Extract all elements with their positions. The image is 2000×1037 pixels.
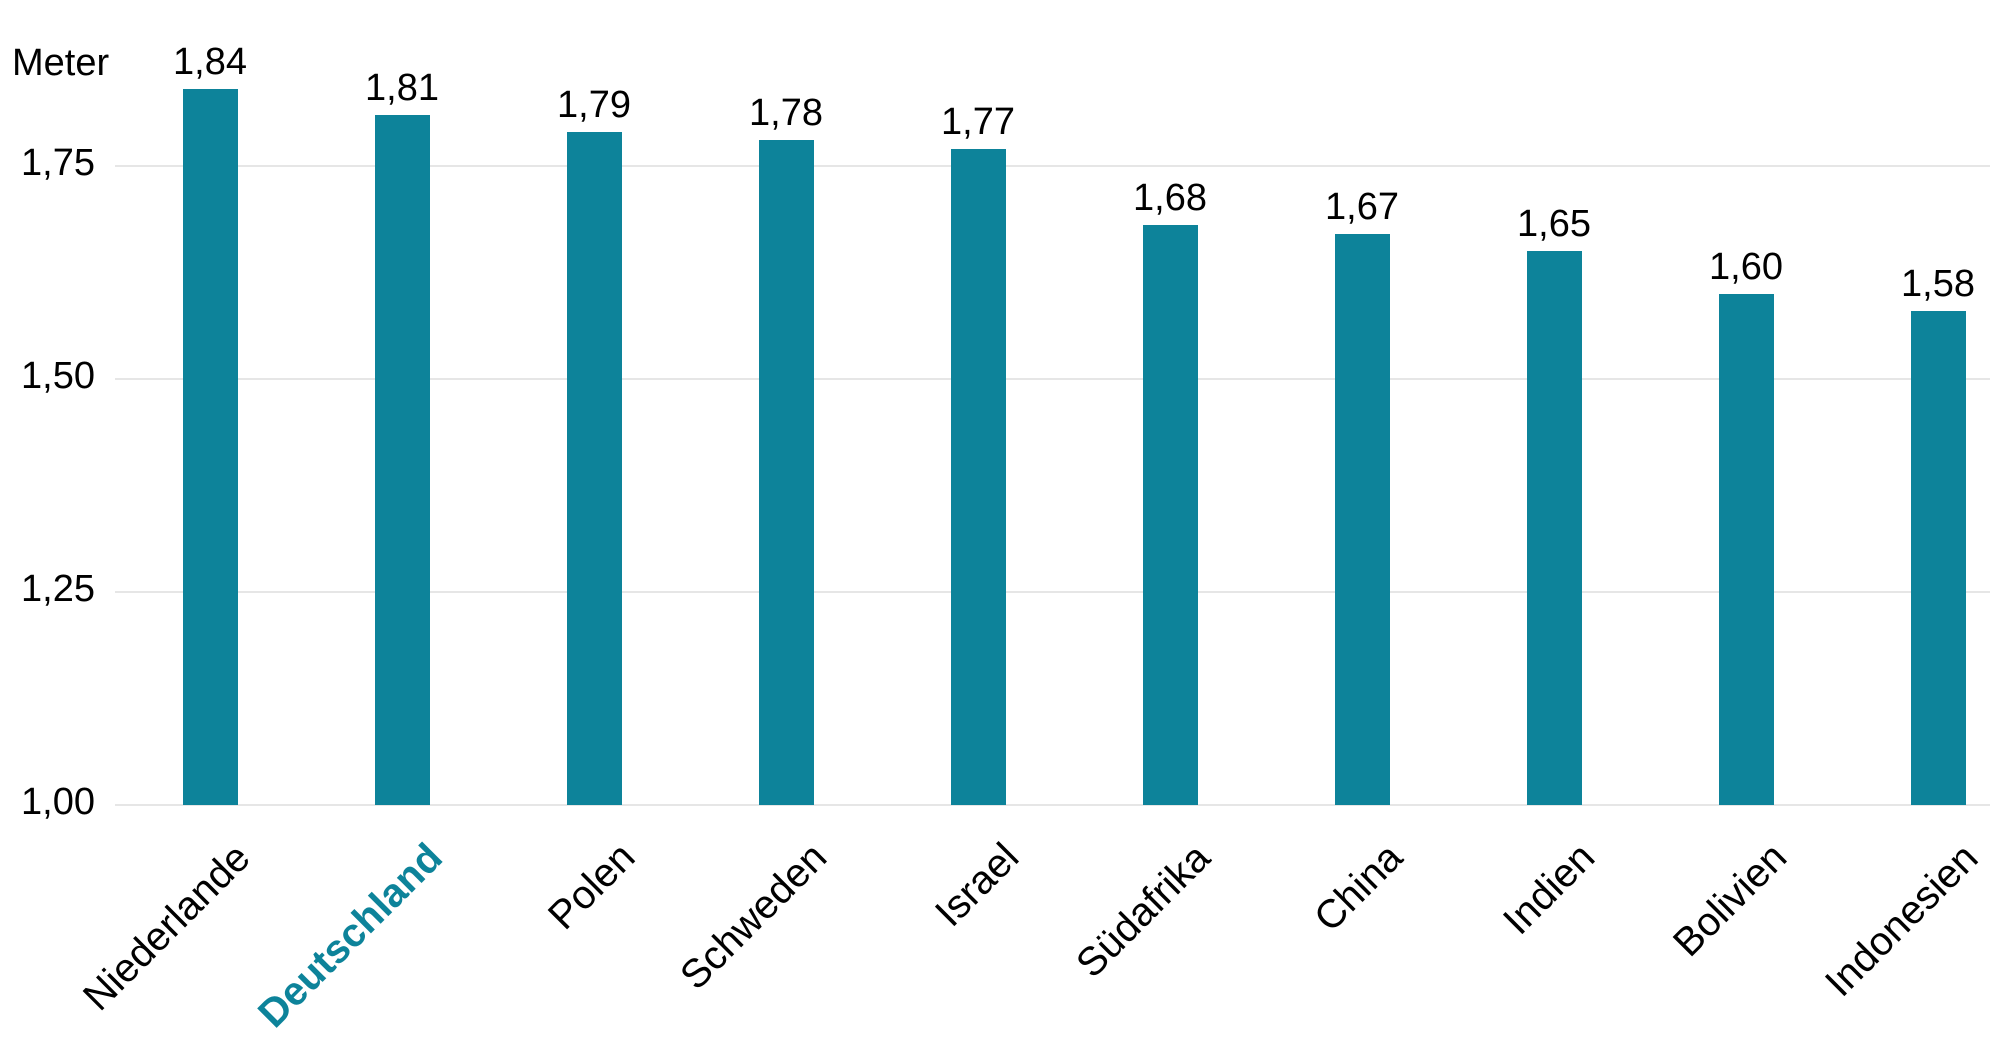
bar — [1719, 294, 1774, 805]
category-label: Israel — [927, 835, 1028, 936]
bar — [183, 89, 238, 805]
y-tick-label: 1,75 — [21, 142, 95, 185]
category-label: Schweden — [672, 835, 836, 999]
y-tick-label: 1,00 — [21, 781, 95, 824]
bar — [567, 132, 622, 805]
bar — [1143, 225, 1198, 805]
value-label: 1,68 — [1133, 177, 1207, 220]
bar — [1527, 251, 1582, 805]
value-label: 1,67 — [1325, 186, 1399, 229]
category-label: Indonesien — [1817, 835, 1987, 1005]
y-tick-label: 1,50 — [21, 355, 95, 398]
value-label: 1,60 — [1709, 246, 1783, 289]
category-label: Niederlande — [75, 835, 259, 1019]
category-label: Deutschland — [250, 835, 452, 1037]
category-label: Bolivien — [1665, 835, 1796, 966]
bar — [375, 115, 430, 805]
value-label: 1,65 — [1517, 203, 1591, 246]
bar — [759, 140, 814, 805]
y-tick-label: 1,25 — [21, 568, 95, 611]
height-bar-chart: Meter 1,001,251,501,751,84Niederlande1,8… — [0, 0, 2000, 1009]
bar — [1335, 234, 1390, 805]
category-label: Südafrika — [1068, 835, 1219, 986]
y-axis-title: Meter — [12, 42, 109, 85]
category-label: Indien — [1495, 835, 1604, 944]
value-label: 1,81 — [365, 67, 439, 110]
value-label: 1,79 — [557, 84, 631, 127]
category-label: Polen — [540, 835, 644, 939]
category-label: China — [1306, 835, 1412, 941]
value-label: 1,84 — [173, 41, 247, 84]
bar — [1911, 311, 1966, 805]
value-label: 1,58 — [1901, 263, 1975, 306]
bar — [951, 149, 1006, 805]
value-label: 1,77 — [941, 101, 1015, 144]
value-label: 1,78 — [749, 92, 823, 135]
